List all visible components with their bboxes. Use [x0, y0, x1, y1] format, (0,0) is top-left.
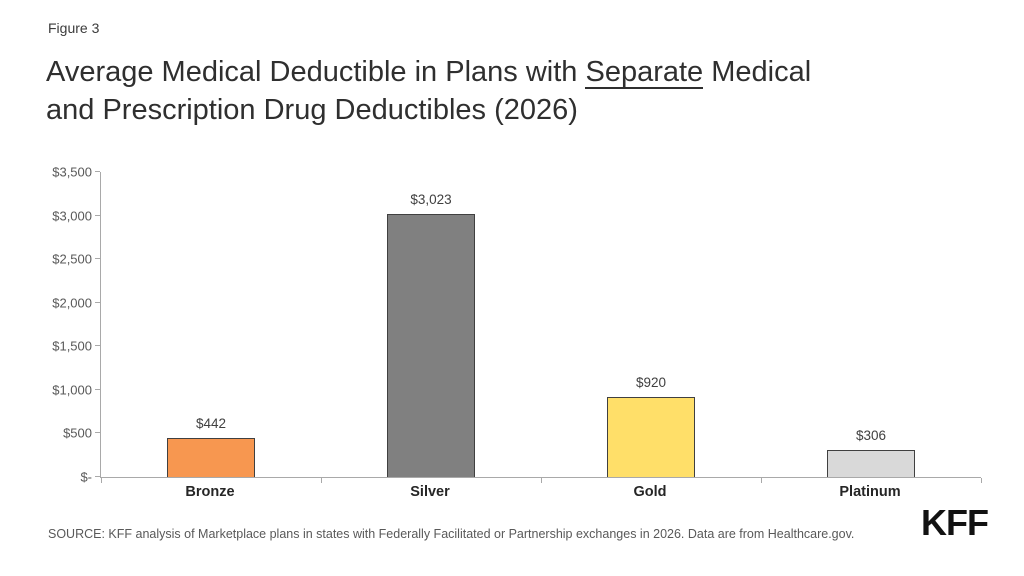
y-axis-tick-label: $- [80, 469, 92, 485]
source-note: SOURCE: KFF analysis of Marketplace plan… [48, 527, 855, 541]
y-axis-tick-mark [95, 258, 100, 260]
bar-value-label-bronze: $442 [195, 416, 227, 432]
x-axis-tick-mark [321, 478, 322, 483]
y-axis-tick-label: $1,000 [52, 382, 92, 398]
bar-value-label-silver: $3,023 [410, 191, 452, 207]
y-axis-tick-mark [95, 345, 100, 347]
category-label-gold: Gold [633, 484, 667, 500]
y-axis-tick-mark [95, 388, 100, 390]
bar-value-label-gold: $920 [635, 374, 667, 390]
x-axis-tick-mark [541, 478, 542, 483]
y-axis-tick-label: $3,500 [52, 164, 92, 180]
bar-gold [607, 396, 695, 477]
y-axis-tick-label: $1,500 [52, 338, 92, 354]
bar-bronze [167, 438, 255, 477]
figure-label: Figure 3 [48, 20, 100, 36]
bar-silver [387, 213, 475, 477]
category-label-silver: Silver [410, 484, 450, 500]
category-label-platinum: Platinum [839, 484, 901, 500]
x-axis-tick-mark [101, 478, 102, 483]
x-axis-tick-mark [981, 478, 982, 483]
bar-value-label-platinum: $306 [855, 428, 887, 444]
y-axis-tick-mark [95, 301, 100, 303]
title-line1-prefix: Average Medical Deductible in Plans with [46, 56, 586, 88]
title-line2: and Prescription Drug Deductibles (2026) [46, 94, 578, 126]
y-axis-tick-label: $500 [63, 425, 92, 441]
y-axis-tick-mark [95, 476, 100, 477]
bar-platinum [827, 450, 915, 477]
kff-logo: KFF [921, 502, 989, 543]
y-axis-tick-mark [95, 171, 100, 172]
plot-area: $- $500 $1,000 $1,500 $2,000 $2,500 $3,000 $3,5… [52, 165, 982, 485]
chart-title: Average Medical Deductible in Plans with… [46, 53, 986, 129]
y-axis-tick-mark [95, 214, 100, 216]
title-line1-suffix: Medical [703, 56, 812, 88]
title-underlined-word: Separate [585, 56, 704, 89]
category-label-bronze: Bronze [185, 484, 235, 500]
y-axis-tick-label: $3,000 [52, 208, 92, 224]
x-axis-tick-mark [761, 478, 762, 483]
y-axis-tick-label: $2,500 [52, 251, 92, 267]
x-axis-category-labels: Bronze Silver Gold Platinum [100, 484, 980, 500]
y-axis-tick-mark [95, 432, 100, 434]
y-axis-tick-label: $2,000 [52, 295, 92, 311]
